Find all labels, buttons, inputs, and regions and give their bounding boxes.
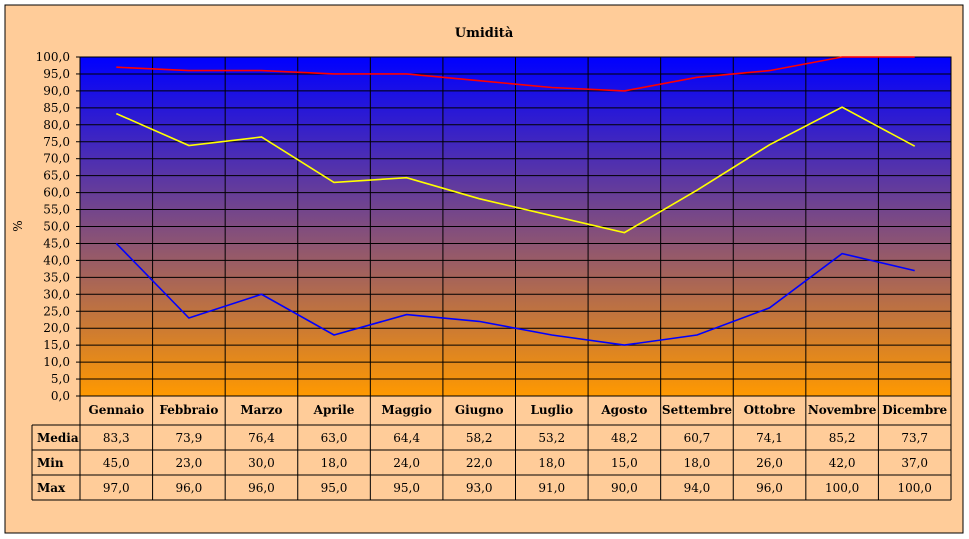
table-cell-value: 45,0 [103, 456, 130, 470]
table-cell-value: 53,2 [538, 431, 565, 445]
y-tick-label: 45,0 [43, 236, 70, 250]
category-label: Giugno [455, 403, 504, 417]
table-cell-value: 42,0 [829, 456, 856, 470]
y-tick-label: 20,0 [43, 321, 70, 335]
y-tick-label: 30,0 [43, 287, 70, 301]
category-label: Settembre [662, 403, 732, 417]
y-tick-label: 75,0 [43, 135, 70, 149]
table-cell-value: 15,0 [611, 456, 638, 470]
series-line-min [115, 242, 915, 346]
table-cell-value: 24,0 [393, 456, 420, 470]
y-tick-label: 60,0 [43, 186, 70, 200]
series-line-max [116, 56, 915, 92]
plot-frame [79, 56, 952, 397]
y-tick-label: 95,0 [43, 67, 70, 81]
y-tick-label: 100,0 [36, 50, 70, 64]
category-label: Marzo [240, 403, 282, 417]
table-cell-value: 91,0 [538, 481, 565, 495]
table-cell-value: 22,0 [466, 456, 493, 470]
y-tick-label: 90,0 [43, 84, 70, 98]
table-cell-value: 96,0 [176, 481, 203, 495]
category-label: Luglio [530, 403, 573, 417]
table-cell-value: 73,7 [901, 431, 928, 445]
table-cell-value: 96,0 [756, 481, 783, 495]
category-label: Aprile [313, 403, 355, 417]
category-label: Novembre [808, 403, 877, 417]
y-tick-label: 65,0 [43, 169, 70, 183]
table-cell-value: 76,4 [248, 431, 275, 445]
table-cell-value: 64,4 [393, 431, 420, 445]
table-cell-value: 90,0 [611, 481, 638, 495]
category-label: Agosto [600, 403, 647, 417]
table-cell-value: 100,0 [898, 481, 932, 495]
y-tick-label: 0,0 [51, 389, 70, 403]
table-cell-value: 63,0 [321, 431, 348, 445]
table-series-name: Max [37, 481, 66, 495]
chart-title: Umidità [455, 26, 514, 41]
y-tick-label: 25,0 [43, 304, 70, 318]
category-label: Febbraio [159, 403, 218, 417]
y-tick-label: 5,0 [51, 372, 70, 386]
table-series-name: Min [37, 456, 64, 470]
table-cell-value: 93,0 [466, 481, 493, 495]
category-label: Dicembre [882, 403, 947, 417]
y-tick-label: 35,0 [43, 270, 70, 284]
table-cell-value: 97,0 [103, 481, 130, 495]
y-tick-label: 10,0 [43, 355, 70, 369]
table-cell-value: 37,0 [901, 456, 928, 470]
table-cell-value: 100,0 [825, 481, 859, 495]
y-tick-label: 70,0 [43, 152, 70, 166]
table-cell-value: 18,0 [684, 456, 711, 470]
y-tick-label: 40,0 [43, 253, 70, 267]
table-cell-value: 30,0 [248, 456, 275, 470]
y-tick-label: 15,0 [43, 338, 70, 352]
table-cell-value: 26,0 [756, 456, 783, 470]
table-cell-value: 18,0 [538, 456, 565, 470]
category-label: Gennaio [88, 403, 144, 417]
table-cell-value: 60,7 [684, 431, 711, 445]
y-tick-label: 80,0 [43, 118, 70, 132]
category-label: Ottobre [744, 403, 796, 417]
y-tick-label: 55,0 [43, 203, 70, 217]
table-cell-value: 96,0 [248, 481, 275, 495]
table-cell-value: 94,0 [684, 481, 711, 495]
table-cell-value: 95,0 [393, 481, 420, 495]
table-cell-value: 58,2 [466, 431, 493, 445]
table-cell-value: 83,3 [103, 431, 130, 445]
y-axis-label: % [11, 220, 25, 231]
y-tick-label: 85,0 [43, 101, 70, 115]
y-tick-label: 50,0 [43, 220, 70, 234]
table-cell-value: 18,0 [321, 456, 348, 470]
table-series-name: Media [37, 431, 79, 445]
category-label: Maggio [381, 403, 431, 417]
table-cell-value: 73,9 [176, 431, 203, 445]
table-cell-value: 95,0 [321, 481, 348, 495]
table-cell-value: 85,2 [829, 431, 856, 445]
series-line-media [115, 106, 916, 234]
table-cell-value: 74,1 [756, 431, 783, 445]
table-cell-value: 48,2 [611, 431, 638, 445]
table-cell-value: 23,0 [176, 456, 203, 470]
